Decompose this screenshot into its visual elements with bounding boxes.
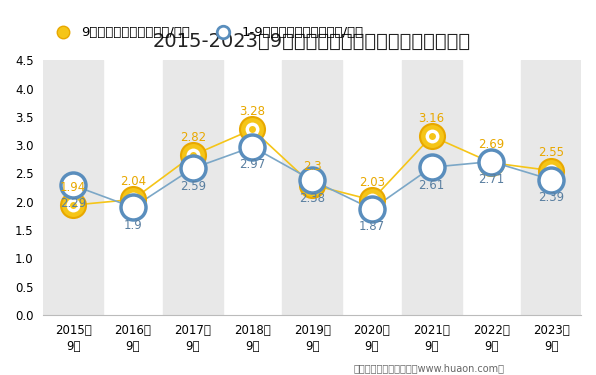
Text: 2.59: 2.59 bbox=[179, 180, 206, 193]
Text: 2.29: 2.29 bbox=[60, 196, 86, 210]
Text: 2.71: 2.71 bbox=[478, 173, 505, 186]
Text: 2.04: 2.04 bbox=[120, 175, 146, 188]
Text: 2.38: 2.38 bbox=[299, 192, 325, 204]
Bar bbox=[44, 60, 103, 315]
Text: 2.61: 2.61 bbox=[418, 178, 445, 192]
Bar bbox=[163, 60, 222, 315]
Text: 2.55: 2.55 bbox=[538, 146, 564, 159]
Bar bbox=[522, 60, 581, 315]
Bar bbox=[283, 60, 342, 315]
Text: 1.87: 1.87 bbox=[359, 220, 385, 233]
Text: 2.3: 2.3 bbox=[303, 160, 321, 174]
Text: 制图：华经产业研究院（www.huaon.com）: 制图：华经产业研究院（www.huaon.com） bbox=[353, 363, 505, 373]
Text: 2.03: 2.03 bbox=[359, 176, 385, 189]
Text: 2.39: 2.39 bbox=[538, 191, 564, 204]
Text: 2.82: 2.82 bbox=[179, 131, 206, 144]
Text: 3.16: 3.16 bbox=[418, 112, 445, 125]
Legend: 9月期货成交均价（万元/手）, 1-9月期货成交均价（万元/手）: 9月期货成交均价（万元/手）, 1-9月期货成交均价（万元/手） bbox=[45, 21, 370, 45]
Text: 2.97: 2.97 bbox=[240, 158, 266, 171]
Text: 1.94: 1.94 bbox=[60, 181, 86, 194]
Title: 2015-2023年9月郑州商品交易所甲醇期货成交均价: 2015-2023年9月郑州商品交易所甲醇期货成交均价 bbox=[153, 32, 471, 51]
Text: 3.28: 3.28 bbox=[240, 105, 265, 118]
Text: 1.9: 1.9 bbox=[123, 219, 142, 232]
Bar bbox=[402, 60, 461, 315]
Text: 2.69: 2.69 bbox=[478, 138, 505, 152]
